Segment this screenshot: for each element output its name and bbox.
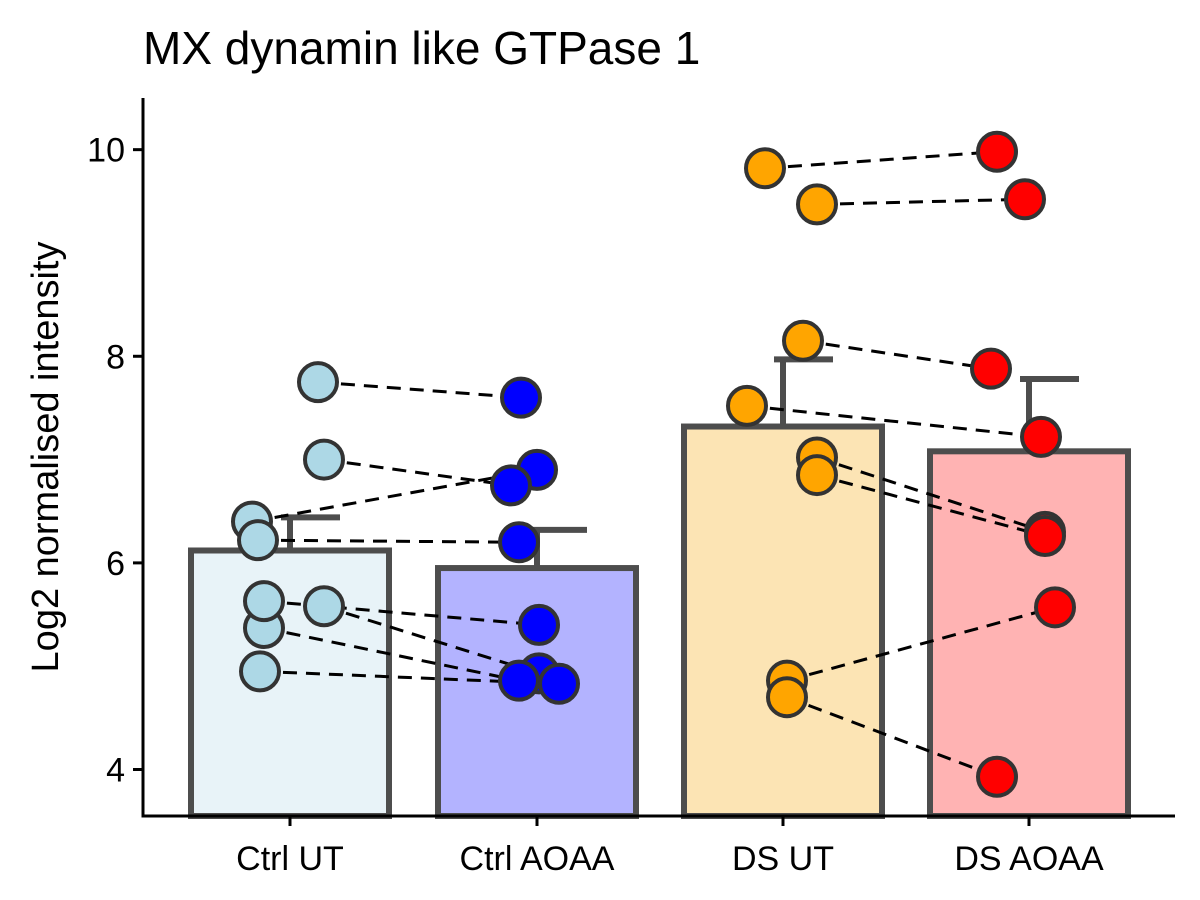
data-point [498,521,540,564]
chart-title: MX dynamin like GTPase 1 [143,22,700,74]
data-point [726,384,768,427]
data-point [970,347,1012,390]
pair-line [257,538,520,544]
pair-line [323,604,540,675]
data-point [500,376,542,419]
data-point [976,755,1018,798]
data-point [518,603,560,646]
pair-line [802,339,992,371]
pair-lines-layer [251,150,1056,779]
data-point [239,650,281,693]
y-tick-label: 10 [87,132,125,170]
pair-line [786,695,998,779]
data-point [237,519,279,562]
pair-line [251,468,538,524]
data-point [796,183,838,226]
data-point [303,585,345,628]
data-point [1020,415,1062,458]
pair-line [259,669,560,686]
pair-line [816,456,1046,534]
axes-layer: 4 6 8 10 Ctrl UT Ctrl AOAA DS UT DS AOAA [87,98,1175,878]
points-layer [231,130,1076,798]
x-tick-label: DS UT [732,840,834,878]
data-point [1024,515,1066,558]
pair-line [816,197,1026,206]
data-point [538,662,580,705]
data-point [766,676,808,719]
data-point [243,580,285,623]
pair-line [764,150,998,170]
pair-line [317,380,522,400]
data-point [490,464,532,507]
y-axis-label: Log2 normalised intensity [25,242,67,673]
pair-line [746,404,1042,439]
y-tick-label: 4 [106,752,125,790]
y-tick-label: 8 [106,338,125,376]
pair-line [263,626,520,683]
x-tick-label: Ctrl UT [236,840,344,878]
bar [927,448,1131,819]
data-point [1004,178,1046,221]
pair-line [786,605,1056,683]
data-point [297,361,339,404]
x-tick-label: DS AOAA [954,840,1104,878]
data-point [796,454,838,497]
data-point [1034,586,1076,629]
bar [188,547,392,819]
data-point [782,319,824,362]
x-tick-label: Ctrl AOAA [460,840,615,878]
data-point [976,130,1018,173]
data-point [303,438,345,481]
y-tick-label: 6 [106,545,125,583]
data-point [744,147,786,190]
pair-line [323,458,512,487]
pair-line [816,473,1046,538]
data-point [498,659,540,702]
